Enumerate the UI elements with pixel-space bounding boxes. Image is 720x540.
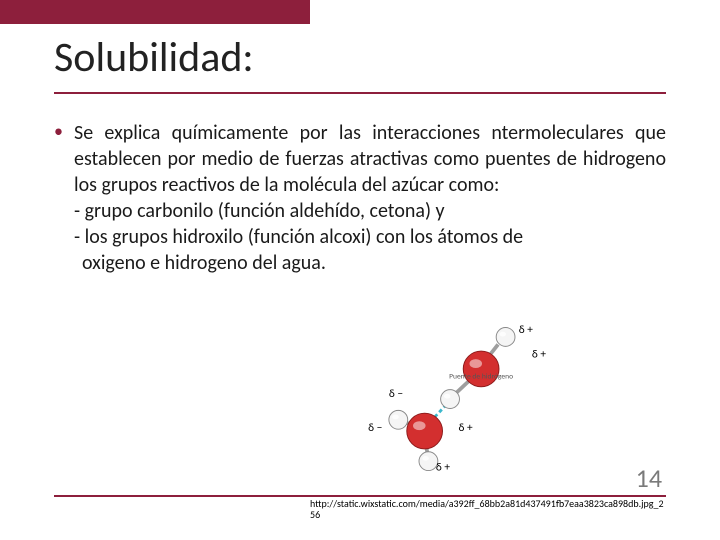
- page-number: 14: [636, 462, 662, 494]
- bullet-line-2: - los grupos hidroxilo (función alcoxi) …: [74, 224, 666, 250]
- header-accent-bar: [0, 0, 310, 24]
- slide-title: Solubilidad:: [54, 32, 254, 83]
- body-text: • Se explica químicamente por las intera…: [54, 120, 666, 276]
- bullet-line-1: - grupo carbonilo (función aldehído, cet…: [74, 198, 666, 224]
- svg-text:δ +: δ +: [459, 421, 473, 435]
- svg-text:δ −: δ −: [368, 421, 382, 435]
- bullet-line-3: oxigeno e hidrogeno del agua.: [82, 250, 666, 276]
- svg-text:δ +: δ +: [519, 323, 533, 337]
- svg-text:δ −: δ −: [389, 387, 403, 401]
- title-underline: [54, 92, 666, 94]
- molecule-diagram: δ + δ + δ − δ + δ − δ + Puente de hidrógeno: [352, 320, 582, 480]
- bullet-paragraph: Se explica químicamente por las interacc…: [74, 120, 666, 198]
- svg-text:Puente de hidrógeno: Puente de hidrógeno: [449, 372, 513, 381]
- svg-text:δ +: δ +: [532, 348, 546, 362]
- source-url: http://static.wixstatic.com/media/a392ff…: [310, 498, 666, 520]
- bullet-marker: •: [54, 120, 74, 198]
- svg-text:δ +: δ +: [436, 461, 450, 475]
